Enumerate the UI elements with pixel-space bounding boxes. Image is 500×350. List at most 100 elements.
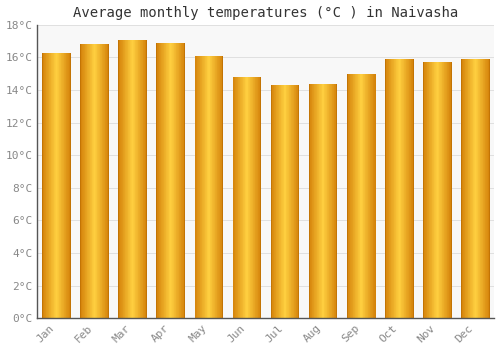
Bar xyxy=(405,59,406,318)
Bar xyxy=(250,77,251,318)
Bar xyxy=(354,74,355,318)
Bar xyxy=(219,56,220,318)
Bar xyxy=(135,40,136,318)
Bar xyxy=(474,59,475,318)
Bar xyxy=(108,44,109,318)
Bar xyxy=(156,43,157,318)
Bar xyxy=(396,59,397,318)
Bar xyxy=(162,43,163,318)
Bar xyxy=(93,44,94,318)
Bar xyxy=(131,40,132,318)
Bar xyxy=(163,43,164,318)
Bar xyxy=(389,59,390,318)
Bar xyxy=(172,43,173,318)
Bar xyxy=(484,59,486,318)
Bar xyxy=(166,43,167,318)
Bar xyxy=(442,62,443,318)
Bar xyxy=(52,52,53,318)
Bar xyxy=(324,84,326,318)
Bar xyxy=(404,59,405,318)
Bar xyxy=(348,74,349,318)
Bar xyxy=(50,52,51,318)
Bar xyxy=(275,85,276,318)
Bar xyxy=(136,40,137,318)
Bar xyxy=(121,40,122,318)
Bar xyxy=(374,74,376,318)
Bar xyxy=(407,59,408,318)
Bar xyxy=(320,84,321,318)
Bar xyxy=(331,84,332,318)
Bar xyxy=(451,62,452,318)
Bar xyxy=(434,62,435,318)
Bar xyxy=(329,84,330,318)
Bar xyxy=(43,52,44,318)
Bar xyxy=(238,77,239,318)
Bar xyxy=(44,52,45,318)
Bar xyxy=(204,56,206,318)
Bar xyxy=(160,43,161,318)
Bar xyxy=(461,59,462,318)
Bar xyxy=(367,74,368,318)
Bar xyxy=(395,59,396,318)
Bar xyxy=(311,84,312,318)
Bar xyxy=(168,43,170,318)
Bar xyxy=(145,40,146,318)
Bar xyxy=(330,84,331,318)
Bar xyxy=(80,44,81,318)
Bar xyxy=(471,59,472,318)
Bar xyxy=(201,56,202,318)
Bar xyxy=(402,59,403,318)
Bar xyxy=(467,59,468,318)
Bar xyxy=(122,40,124,318)
Bar xyxy=(170,43,172,318)
Bar xyxy=(91,44,92,318)
Bar xyxy=(362,74,364,318)
Bar xyxy=(354,74,356,318)
Bar xyxy=(321,84,322,318)
Bar xyxy=(487,59,488,318)
Bar xyxy=(89,44,90,318)
Bar xyxy=(138,40,139,318)
Bar xyxy=(448,62,449,318)
Bar xyxy=(184,43,185,318)
Bar xyxy=(474,59,476,318)
Bar xyxy=(335,84,336,318)
Bar xyxy=(237,77,238,318)
Bar xyxy=(92,44,93,318)
Bar xyxy=(347,74,348,318)
Bar xyxy=(350,74,351,318)
Bar xyxy=(206,56,208,318)
Bar xyxy=(472,59,474,318)
Bar xyxy=(489,59,490,318)
Bar xyxy=(438,62,439,318)
Bar xyxy=(484,59,485,318)
Bar xyxy=(387,59,388,318)
Bar xyxy=(132,40,134,318)
Bar xyxy=(369,74,370,318)
Bar xyxy=(477,59,478,318)
Bar xyxy=(274,85,275,318)
Bar xyxy=(280,85,281,318)
Bar xyxy=(234,77,236,318)
Bar xyxy=(46,52,48,318)
Bar xyxy=(309,84,310,318)
Bar xyxy=(392,59,393,318)
Bar xyxy=(220,56,221,318)
Bar xyxy=(410,59,412,318)
Bar xyxy=(184,43,185,318)
Bar xyxy=(286,85,287,318)
Bar xyxy=(180,43,181,318)
Bar xyxy=(425,62,426,318)
Bar xyxy=(83,44,84,318)
Bar xyxy=(80,44,81,318)
Bar xyxy=(372,74,374,318)
Bar xyxy=(430,62,431,318)
Bar xyxy=(412,59,414,318)
Bar xyxy=(403,59,404,318)
Bar xyxy=(252,77,254,318)
Bar xyxy=(444,62,445,318)
Bar xyxy=(157,43,158,318)
Bar xyxy=(325,84,326,318)
Bar xyxy=(397,59,398,318)
Bar xyxy=(140,40,141,318)
